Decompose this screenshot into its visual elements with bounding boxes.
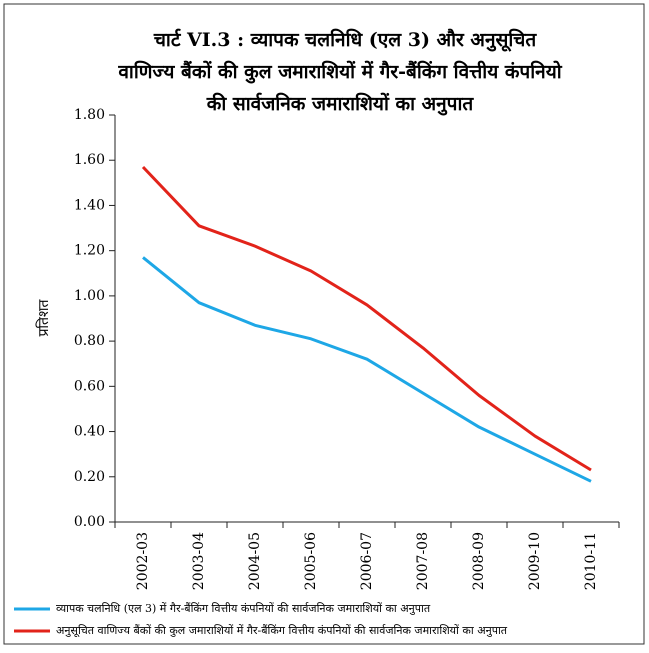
x-tick-label: 2005-06 [303,532,319,590]
x-tick-label: 2008-09 [471,532,487,590]
y-tick-label: 0.40 [74,424,105,440]
y-tick-label: 0.60 [74,378,105,394]
legend-label: अनुसूचित वाणिज्य बैंकों की कुल जमाराशियो… [56,624,508,638]
y-tick-label: 1.80 [74,107,105,123]
y-tick-label: 1.00 [74,288,105,304]
frame [3,3,645,645]
y-tick-label: 1.60 [74,152,105,168]
x-tick-label: 2010-11 [583,532,599,590]
x-tick-label: 2004-05 [247,532,263,590]
x-tick-label: 2007-08 [415,532,431,590]
x-tick-label: 2009-10 [527,532,543,590]
x-tick-label: 2002-03 [135,532,151,590]
x-tick-label: 2006-07 [359,532,375,590]
y-tick-label: 1.40 [74,197,105,213]
chart-title: चार्ट VI.3 : व्यापक चलनिधि (एल 3) और अनु… [153,28,537,52]
y-tick-label: 0.80 [74,333,105,349]
chart-title: की सार्वजनिक जमाराशियों का अनुपात [206,92,475,116]
chart-title: वाणिज्य बैंकों की कुल जमाराशियों में गैर… [117,60,562,84]
y-tick-label: 0.00 [74,514,105,530]
y-tick-label: 0.20 [74,469,105,485]
x-tick-label: 2003-04 [191,532,207,590]
series-line [141,165,592,472]
y-tick-label: 1.20 [74,243,105,259]
series-line [142,256,592,483]
legend-label: व्यापक चलनिधि (एल 3) में गैर-बैंकिंग वित… [56,602,431,615]
y-axis-label: प्रतिशत [35,298,52,336]
